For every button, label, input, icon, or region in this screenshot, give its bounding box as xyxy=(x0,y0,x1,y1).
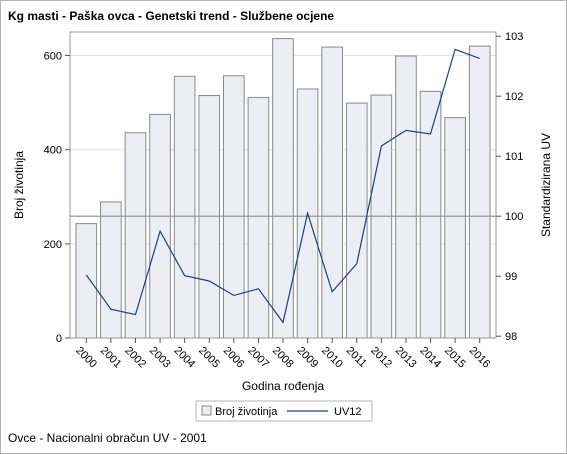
y2-tick-label: 102 xyxy=(505,91,523,103)
x-tick-label: 2012 xyxy=(368,345,394,371)
x-tick-label: 2001 xyxy=(98,345,124,371)
footnote: Ovce - Nacionalni obračun UV - 2001 xyxy=(8,431,207,445)
right-axis: 98 99 100 101 102 103 xyxy=(496,31,523,343)
legend: Broj životinja UV12 xyxy=(195,400,373,422)
x-tick-label: 2009 xyxy=(294,345,320,371)
left-axis: 0 200 400 600 xyxy=(44,51,70,345)
x-tick-label: 2002 xyxy=(122,345,148,371)
bar xyxy=(272,38,294,339)
y-tick-label: 400 xyxy=(44,145,62,157)
bars-layer xyxy=(75,38,491,339)
legend-label-line: UV12 xyxy=(334,406,362,418)
bar xyxy=(395,55,417,339)
x-tick-label: 2005 xyxy=(196,345,222,371)
y2-tick-label: 98 xyxy=(505,331,517,343)
x-tick-label: 2007 xyxy=(245,345,271,371)
bar xyxy=(247,96,270,339)
bar xyxy=(149,113,171,339)
x-tick-label: 2006 xyxy=(221,345,247,371)
y2-tick-label: 99 xyxy=(505,271,517,283)
x-axis: 2000200120022003200420052006200720082009… xyxy=(73,338,492,370)
y-tick-label: 200 xyxy=(44,239,62,251)
x-tick-label: 2014 xyxy=(417,345,443,371)
bar xyxy=(100,201,122,339)
line-layer xyxy=(85,48,480,324)
y2-tick-label: 103 xyxy=(505,31,523,43)
x-tick-label: 2004 xyxy=(172,345,198,371)
legend-box xyxy=(195,400,373,422)
legend-swatch-bars xyxy=(201,405,212,416)
x-tick-label: 2003 xyxy=(147,345,173,371)
series-line-uv12 xyxy=(85,48,480,324)
bar xyxy=(173,75,196,339)
y2-tick-label: 100 xyxy=(505,211,523,223)
y2-tick-label: 101 xyxy=(505,151,523,163)
y-tick-label: 0 xyxy=(56,333,62,345)
x-tick-label: 2008 xyxy=(270,345,296,371)
legend-label-bars: Broj životinja xyxy=(215,406,278,418)
y-axis-label: Broj životinja xyxy=(12,151,26,219)
bar xyxy=(321,46,344,339)
y2-axis-label: Standardizirana UV xyxy=(539,133,553,237)
y-tick-label: 600 xyxy=(44,51,62,63)
bar xyxy=(222,75,245,339)
x-tick-label: 2011 xyxy=(344,345,369,370)
bar xyxy=(444,117,466,339)
x-tick-label: 2016 xyxy=(467,345,493,371)
bar xyxy=(468,45,491,339)
bar xyxy=(419,90,442,339)
x-tick-label: 2015 xyxy=(442,345,468,371)
x-axis-label: Godina rođenja xyxy=(242,379,324,393)
x-tick-label: 2013 xyxy=(393,345,419,371)
bar xyxy=(345,102,368,339)
bar xyxy=(75,223,98,339)
bar xyxy=(124,132,147,339)
x-tick-label: 2000 xyxy=(73,345,99,371)
chart-title: Kg masti - Paška ovca - Genetski trend -… xyxy=(8,9,335,23)
x-tick-label: 2010 xyxy=(319,345,345,371)
